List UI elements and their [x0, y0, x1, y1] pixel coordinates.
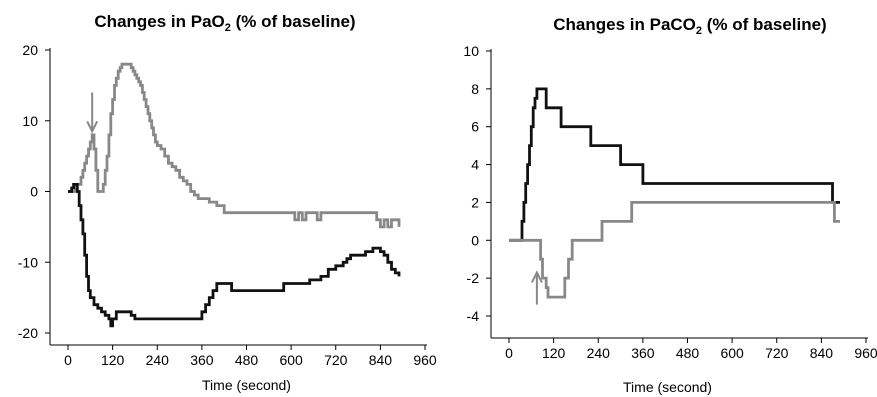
chart-1: Changes in PaO2 (% of baseline) -20 -10 0 10… [18, 12, 437, 393]
x-tick-label: 720 [765, 345, 789, 361]
y-tick-label: -4 [467, 308, 480, 324]
y-tick-label: 2 [471, 194, 479, 210]
series-line-gray [509, 201, 840, 299]
series-line-black [509, 87, 840, 242]
x-tick-label: 120 [542, 345, 566, 361]
x-tick-label: 840 [810, 345, 834, 361]
y-tick-label: -20 [18, 325, 38, 341]
x-tick-label: 480 [235, 352, 259, 368]
x-tick-label: 360 [631, 345, 655, 361]
chart-title-main: Changes in PaO [94, 12, 224, 31]
y-tick-label: 0 [471, 232, 479, 248]
x-tick-label: 120 [101, 352, 125, 368]
y-tick-label: 10 [22, 113, 38, 129]
y-tick-label: -2 [467, 270, 480, 286]
chart-title-subscript: 2 [696, 25, 702, 37]
y-tick-label: -10 [18, 254, 38, 270]
x-tick-label: 0 [505, 345, 513, 361]
x-tick-label: 840 [369, 352, 393, 368]
chart-title: Changes in PaCO2 (% of baseline) [553, 15, 826, 37]
x-tick-label: 0 [64, 352, 72, 368]
series-line-gray [68, 62, 401, 229]
arrow-head [530, 270, 543, 283]
x-tick-label: 600 [279, 352, 303, 368]
x-axis-label: Time (second) [202, 377, 291, 393]
x-tick-label: 360 [190, 352, 214, 368]
chart-2: Changes in PaCO2 (% of baseline)-4-20246… [463, 15, 877, 395]
chart-title-subscript: 2 [225, 22, 231, 34]
x-axis-label: Time (second) [623, 379, 712, 395]
chart-title-main: Changes in PaCO [553, 15, 696, 34]
y-tick-label: 20 [22, 42, 38, 58]
x-tick-label: 240 [146, 352, 170, 368]
x-tick-label: 720 [324, 352, 348, 368]
y-tick-label: 6 [471, 119, 479, 135]
arrow-head [86, 120, 99, 134]
y-tick-label: 10 [463, 43, 479, 59]
x-tick-label: 960 [413, 352, 437, 368]
x-tick-label: 960 [854, 345, 877, 361]
y-tick-label: 8 [471, 81, 479, 97]
x-tick-label: 480 [676, 345, 700, 361]
chart-title-rest: (% of baseline) [702, 15, 827, 34]
x-tick-label: 240 [587, 345, 611, 361]
chart-title-rest: (% of baseline) [231, 12, 356, 31]
series-line-black [68, 183, 401, 328]
x-tick-label: 600 [720, 345, 744, 361]
chart-title: Changes in PaO2 (% of baseline) [94, 12, 355, 34]
y-tick-label: 4 [471, 157, 479, 173]
y-tick-label: 0 [30, 184, 38, 200]
